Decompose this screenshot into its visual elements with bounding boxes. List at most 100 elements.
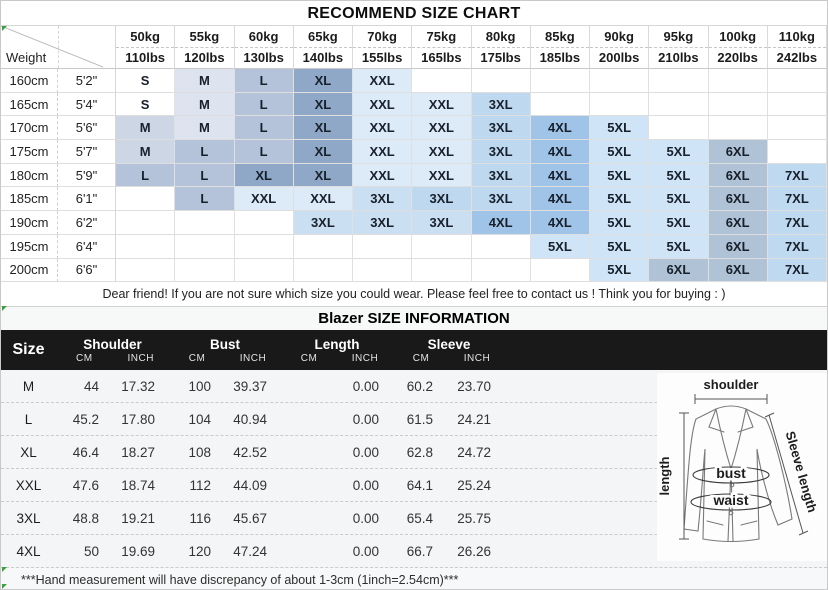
weight-lbs-label: 155lbs xyxy=(361,50,403,66)
measurement-cell: 17.32 xyxy=(121,378,155,394)
measurement-cell: 19.69 xyxy=(121,543,155,559)
size-cell-empty xyxy=(649,116,709,141)
size-cell-empty xyxy=(767,92,827,117)
measurement-cell: 112 xyxy=(189,477,211,493)
waist-ellipse xyxy=(690,493,772,511)
sleeve-column-group: Sleeve CM INCH xyxy=(393,330,505,370)
measurement-cell: 62.8 xyxy=(406,444,433,460)
measurement-cell: 26.26 xyxy=(457,543,491,559)
excel-flag-icon xyxy=(2,306,7,311)
measurement-cell: 47.6 xyxy=(72,477,99,493)
size-cell-empty xyxy=(175,234,235,259)
weight-label: Weight xyxy=(6,50,47,65)
excel-flag-icon xyxy=(2,26,7,31)
size-cell: XL xyxy=(234,163,294,188)
waist-diagram-label: waist xyxy=(712,492,748,508)
size-cell: 4XL xyxy=(530,116,590,141)
size-cell: 6XL xyxy=(708,258,768,283)
measurement-cell: 0.00 xyxy=(352,444,379,460)
weight-lbs-label: 140lbs xyxy=(302,50,344,66)
measurement-cell: 0.00 xyxy=(352,378,379,394)
size-cell-empty xyxy=(293,234,353,259)
size-cell: L xyxy=(175,187,235,212)
bust-ellipse xyxy=(692,466,770,484)
size-cell: 5XL xyxy=(590,258,650,283)
size-cell: 6XL xyxy=(708,187,768,212)
size-cell: 7XL xyxy=(767,211,827,235)
group-label-length: Length xyxy=(314,337,360,353)
weight-header-cell: 90kg 200lbs xyxy=(590,26,650,69)
size-cell: S xyxy=(116,92,176,117)
size-cell-empty xyxy=(175,211,235,235)
size-cell: XXL xyxy=(353,69,413,93)
weight-header-cell: 80kg 175lbs xyxy=(471,26,531,69)
size-info-header: Size Shoulder CM INCH Bust CM INCH Lengt… xyxy=(1,330,827,371)
height-ft-label: 5'4" xyxy=(58,92,116,117)
size-cell-empty xyxy=(708,116,768,141)
size-cell-empty xyxy=(234,211,294,235)
measurement-cell: 48.8 xyxy=(72,510,99,526)
measurement-cell: 44 xyxy=(83,378,99,394)
height-ft-label: 6'6" xyxy=(58,258,116,283)
size-cell-empty xyxy=(116,234,176,259)
size-cell-empty xyxy=(353,258,413,283)
excel-flag-icon xyxy=(2,567,7,572)
length-diagram-label: length xyxy=(657,456,672,495)
weight-header-cell: 95kg 210lbs xyxy=(649,26,709,69)
size-cell-empty xyxy=(116,211,176,235)
size-cell: 3XL xyxy=(471,163,531,188)
weight-lbs-label: 110lbs xyxy=(125,50,165,66)
size-cell-empty xyxy=(471,234,531,259)
size-cell: XL xyxy=(293,140,353,164)
height-cm-label: 165cm xyxy=(1,92,58,117)
measurement-cell: 65.4 xyxy=(406,510,433,526)
size-cell-empty xyxy=(234,234,294,259)
size-cell: 4XL xyxy=(471,211,531,235)
size-cell: XL xyxy=(293,116,353,141)
weight-kg-label: 50kg xyxy=(116,26,175,48)
measurement-cell: 0.00 xyxy=(352,510,379,526)
weight-header-cell: 110kg 242lbs xyxy=(767,26,827,69)
subheader-cm: CM xyxy=(300,353,318,365)
size-label-cell: L xyxy=(24,411,33,427)
size-label-cell: XXL xyxy=(15,477,42,493)
subheader-inch: INCH xyxy=(239,353,267,365)
size-info-row: XL 46.4 18.27 108 42.52 0.00 62.8 24.72 xyxy=(1,436,827,470)
size-info-row: 4XL 50 19.69 120 47.24 0.00 66.7 26.26 xyxy=(1,535,827,569)
size-cell-empty xyxy=(708,69,768,93)
weight-lbs-label: 200lbs xyxy=(598,50,640,66)
size-cell-empty xyxy=(590,69,650,93)
measurement-cell: 25.24 xyxy=(457,477,491,493)
size-label-cell: 4XL xyxy=(16,543,41,559)
size-cell-empty xyxy=(649,69,709,93)
size-cell: 5XL xyxy=(649,140,709,164)
weight-kg-label: 65kg xyxy=(293,26,352,48)
height-cm-label: 175cm xyxy=(1,140,58,164)
size-cell: 4XL xyxy=(530,211,590,235)
weight-kg-label: 60kg xyxy=(234,26,293,48)
contact-note: Dear friend! If you are not sure which s… xyxy=(1,282,827,308)
subheader-inch: INCH xyxy=(127,353,154,365)
size-cell: L xyxy=(234,92,294,117)
size-cell: L xyxy=(234,116,294,141)
height-ft-label: 6'4" xyxy=(58,234,116,259)
height-ft-label: 5'2" xyxy=(58,69,116,93)
weight-header-cell: 70kg 155lbs xyxy=(353,26,413,69)
size-cell: 6XL xyxy=(708,234,768,259)
size-cell-empty xyxy=(530,69,590,93)
size-cell-empty xyxy=(412,258,472,283)
size-cell: 5XL xyxy=(649,187,709,212)
size-cell: 3XL xyxy=(293,211,353,235)
size-cell: M xyxy=(175,69,235,93)
weight-lbs-label: 220lbs xyxy=(717,50,758,66)
size-column-header: Size xyxy=(12,341,45,359)
size-cell: XL xyxy=(293,163,353,188)
size-cell: 4XL xyxy=(530,140,590,164)
size-cell: 7XL xyxy=(767,258,827,283)
size-cell: S xyxy=(116,69,176,93)
measurement-cell: 45.67 xyxy=(233,510,267,526)
measurement-cell: 108 xyxy=(188,444,211,460)
size-cell: 3XL xyxy=(353,211,413,235)
size-cell: 5XL xyxy=(649,163,709,188)
